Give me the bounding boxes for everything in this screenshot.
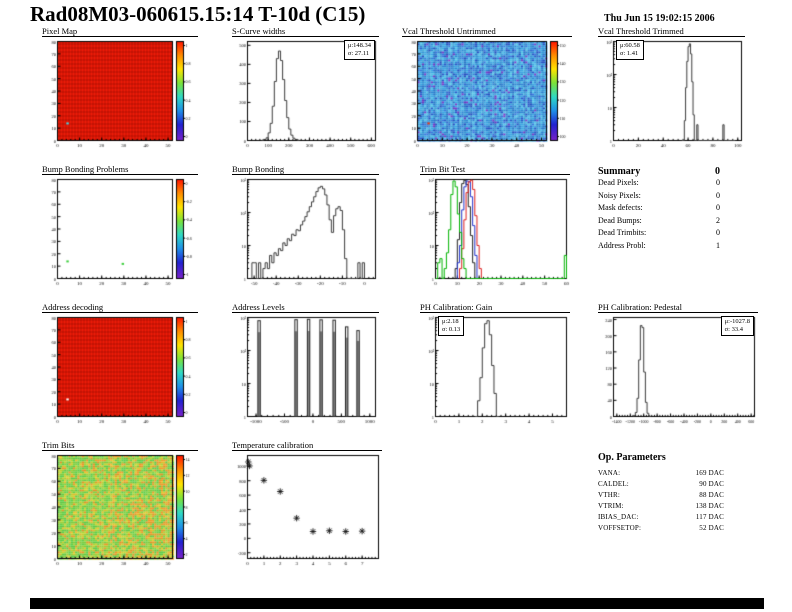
stat-mean: μ:60.58 — [620, 42, 640, 49]
temp-cal-plot — [232, 452, 382, 568]
panel-bump-problems: Bump Bonding Problems — [42, 164, 198, 288]
op-parameter-row: VANA: 169 DAC — [598, 469, 724, 477]
summary-panel: Summary 0 Dead Pixels: 0 Noisy Pixels: 0 M… — [598, 166, 720, 252]
plot-title-pixel-map: Pixel Map — [42, 26, 198, 37]
panel-trim-bits: Trim Bits — [42, 440, 198, 568]
summary-row: Address Probl: 1 — [598, 240, 720, 250]
panel-bump-bonding: Bump Bonding — [232, 164, 379, 288]
stat-mean: μ:-1027.8 — [724, 318, 750, 325]
panel-ph-gain: PH Calibration: Gain μ:2.18 σ: 0.13 — [420, 302, 570, 426]
pixel-map-plot — [42, 38, 198, 150]
summary-row: Dead Pixels: 0 — [598, 178, 720, 187]
summary-heading-label: Summary — [598, 166, 641, 177]
op-parameter-row: VOFFSETOP: 52 DAC — [598, 524, 724, 532]
stat-mean: μ:148.34 — [347, 42, 371, 49]
panel-vcal-trimmed: Vcal Threshold Trimmed μ:60.58 σ: 1.41 — [598, 26, 745, 150]
summary-heading: Summary 0 — [598, 166, 720, 177]
plot-title-ph-gain: PH Calibration: Gain — [420, 302, 570, 313]
plot-title-bump-problems: Bump Bonding Problems — [42, 164, 198, 175]
op-parameter-row: CALDEL: 90 DAC — [598, 480, 724, 488]
panel-addr-levels: Address Levels — [232, 302, 379, 426]
plot-title-ph-pedestal: PH Calibration: Pedestal — [598, 302, 758, 313]
panel-trimbit-test: Trim Bit Test — [420, 164, 570, 288]
summary-row: Dead Trimbits: 0 — [598, 228, 720, 237]
plot-title-scurve: S-Curve widths — [232, 26, 379, 37]
bump-bonding-plot — [232, 176, 379, 288]
vcal-untrimmed-plot — [402, 38, 572, 150]
op-parameter-row: IBIAS_DAC: 117 DAC — [598, 513, 724, 521]
summary-row: Dead Bumps: 2 — [598, 215, 720, 225]
plot-title-temp-cal: Temperature calibration — [232, 440, 382, 451]
panel-scurve-widths: S-Curve widths μ:148.34 σ: 27.11 — [232, 26, 379, 150]
stat-sigma: σ: 33.4 — [724, 326, 743, 333]
summary-row: Mask defects: 0 — [598, 203, 720, 212]
op-parameter-row: VTRIM: 138 DAC — [598, 502, 724, 510]
plot-title-vcal-trimmed: Vcal Threshold Trimmed — [598, 26, 745, 37]
bump-problems-plot — [42, 176, 198, 288]
panel-temp-cal: Temperature calibration — [232, 440, 382, 568]
stat-mean: μ:2.18 — [442, 318, 459, 325]
page-title: Rad08M03-060615.15:14 T-10d (C15) — [30, 2, 366, 26]
bottom-bar — [30, 598, 764, 609]
op-parameters-heading: Op. Parameters — [598, 452, 666, 463]
stats-box: μ:2.18 σ: 0.13 — [438, 316, 465, 336]
panel-ph-pedestal: PH Calibration: Pedestal μ:-1027.8 σ: 33… — [598, 302, 758, 426]
summary-heading-value: 0 — [715, 166, 720, 177]
stat-sigma: σ: 27.11 — [347, 50, 370, 57]
stat-sigma: σ: 1.41 — [620, 50, 639, 57]
panel-pixel-map: Pixel Map — [42, 26, 198, 150]
timestamp: Thu Jun 15 19:02:15 2006 — [604, 13, 715, 24]
stats-box: μ:-1027.8 σ: 33.4 — [720, 316, 754, 336]
plot-title-trim-bits: Trim Bits — [42, 440, 198, 451]
panel-vcal-untrimmed: Vcal Threshold Untrimmed — [402, 26, 572, 150]
plot-title-vcal-untrimmed: Vcal Threshold Untrimmed — [402, 26, 572, 37]
plot-title-trimbit-test: Trim Bit Test — [420, 164, 570, 175]
plot-title-addr-decoding: Address decoding — [42, 302, 198, 313]
stats-box: μ:60.58 σ: 1.41 — [616, 40, 644, 60]
trimbit-test-plot — [420, 176, 570, 288]
stat-sigma: σ: 0.13 — [442, 326, 461, 333]
op-parameter-row: VTHR: 88 DAC — [598, 491, 724, 499]
addr-decoding-plot — [42, 314, 198, 426]
plot-title-bump-bonding: Bump Bonding — [232, 164, 379, 175]
summary-row: Noisy Pixels: 0 — [598, 190, 720, 200]
trim-bits-plot — [42, 452, 198, 568]
addr-levels-plot — [232, 314, 379, 426]
stats-box: μ:148.34 σ: 27.11 — [343, 40, 375, 60]
op-parameters-panel: Op. Parameters VANA: 169 DAC CALDEL: 90 DA… — [598, 452, 724, 534]
plot-title-addr-levels: Address Levels — [232, 302, 379, 313]
panel-addr-decoding: Address decoding — [42, 302, 198, 426]
